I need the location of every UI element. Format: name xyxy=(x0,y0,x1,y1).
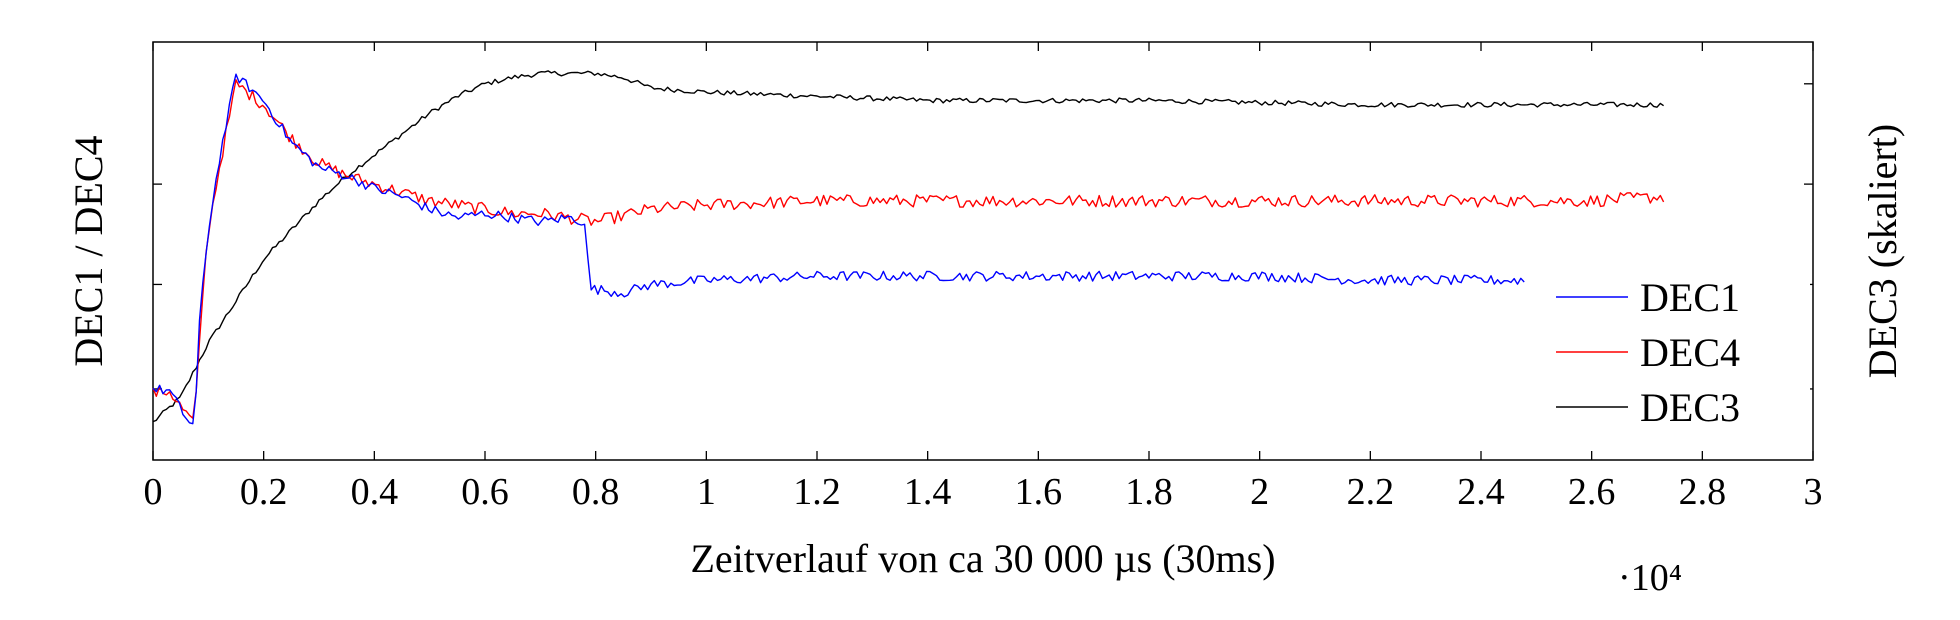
legend-label-dec4: DEC4 xyxy=(1640,330,1740,375)
x-tick-label: 2 xyxy=(1250,471,1269,513)
legend: DEC1 DEC4 DEC3 xyxy=(1538,262,1810,440)
x-tick-label: 1.2 xyxy=(793,471,841,513)
y-axis-label-right: DEC3 (skaliert) xyxy=(1860,124,1905,378)
x-tick-label: 0.8 xyxy=(572,471,620,513)
x-axis: 0 0.2 0.4 0.6 0.8 1 1.2 1.4 1.6 1.8 2 2.2 2.4 2.6 2.8 3 xyxy=(144,42,1823,513)
legend-label-dec3: DEC3 xyxy=(1640,385,1740,430)
x-tick-label: 1.8 xyxy=(1125,471,1173,513)
series-line-dec4 xyxy=(152,79,1665,419)
x-tick-label: 0.6 xyxy=(461,471,509,513)
x-tick-label: 2.4 xyxy=(1457,471,1505,513)
x-tick-label: 1.4 xyxy=(904,471,952,513)
x-tick-label: 3 xyxy=(1804,471,1823,513)
series-lines xyxy=(152,70,1665,425)
legend-label-dec1: DEC1 xyxy=(1640,275,1740,320)
x-multiplier-label: ·10⁴ xyxy=(1618,557,1682,599)
x-axis-label: Zeitverlauf von ca 30 000 µs (30ms) xyxy=(690,536,1275,581)
series-line-dec3 xyxy=(152,70,1665,423)
legend-box xyxy=(1538,262,1810,440)
x-tick-label: 2.2 xyxy=(1347,471,1395,513)
x-tick-label: 1.6 xyxy=(1015,471,1063,513)
x-tick-label: 0.4 xyxy=(351,471,399,513)
y-axis-label-left: DEC1 / DEC4 xyxy=(66,135,111,366)
plot-frame xyxy=(152,41,1814,461)
x-tick-label: 2.6 xyxy=(1568,471,1616,513)
x-tick-label: 0 xyxy=(144,471,163,513)
x-tick-label: 1 xyxy=(697,471,716,513)
series-line-dec1 xyxy=(152,73,1525,425)
x-tick-label: 2.8 xyxy=(1679,471,1727,513)
x-tick-label: 0.2 xyxy=(240,471,288,513)
